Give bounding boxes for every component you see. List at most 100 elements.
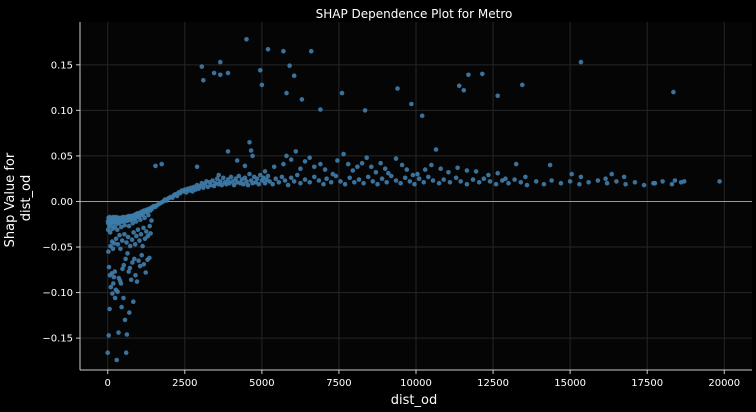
scatter-point-403 (422, 167, 428, 172)
scatter-point-302 (312, 174, 317, 180)
scatter-point-61 (134, 233, 139, 239)
scatter-point-365 (194, 164, 200, 170)
scatter-point-385 (330, 171, 336, 177)
scatter-point-345 (533, 179, 539, 184)
x-tick-label-0: 0 (105, 378, 111, 389)
scatter-point-326 (421, 180, 427, 185)
scatter-point-252 (210, 178, 215, 183)
x-axis-ticks: 0 2500 5000 7500 10000 12500 15000 17500 20000 (105, 370, 740, 389)
scatter-point-301 (307, 180, 313, 185)
scatter-point-304 (321, 181, 326, 187)
scatter-point-4 (111, 281, 116, 286)
scatter-point-58 (129, 237, 135, 242)
scatter-point-93 (138, 217, 143, 222)
scatter-point-397 (386, 170, 391, 176)
scatter-point-374 (271, 164, 277, 170)
scatter-point-305 (324, 176, 329, 181)
scatter-point-406 (438, 166, 444, 171)
scatter-point-14 (131, 299, 136, 305)
scatter-point-353 (604, 180, 610, 186)
scatter-point-12 (124, 332, 130, 337)
y-tick-label-0: −0.15 (42, 334, 73, 345)
scatter-point-298 (295, 172, 300, 178)
y-tick-label-5: 0.10 (51, 106, 73, 117)
scatter-point-324 (412, 181, 417, 187)
scatter-point-28 (123, 256, 128, 262)
y-tick-label-3: 0.00 (51, 197, 73, 208)
scatter-point-452 (520, 82, 525, 88)
scatter-point-341 (506, 180, 511, 186)
scatter-point-369 (242, 163, 248, 169)
scatter-point-444 (395, 86, 400, 91)
scatter-point-34 (132, 256, 137, 262)
scatter-point-346 (541, 181, 547, 187)
scatter-point-320 (393, 178, 399, 183)
scatter-point-438 (291, 73, 297, 78)
scatter-point-51 (117, 232, 122, 238)
scatter-point-328 (430, 178, 436, 183)
scatter-point-407 (446, 170, 451, 175)
scatter-point-347 (549, 178, 554, 183)
scatter-point-309 (342, 181, 348, 187)
scatter-point-54 (122, 232, 127, 237)
scatter-point-335 (470, 177, 476, 182)
x-tick-label-3: 7500 (326, 378, 351, 389)
scatter-point-420 (609, 171, 614, 177)
scatter-point-342 (512, 177, 517, 182)
scatter-point-311 (352, 180, 357, 185)
scatter-point-409 (464, 168, 470, 173)
scatter-point-33 (130, 260, 135, 265)
scatter-point-89 (130, 221, 135, 226)
scatter-point-47 (110, 246, 116, 252)
scatter-point-299 (298, 180, 303, 186)
scatter-point-6 (114, 357, 119, 363)
scatter-point-319 (389, 173, 394, 179)
scatter-point-362 (717, 179, 722, 184)
scatter-point-308 (338, 179, 343, 184)
scatter-point-333 (458, 179, 464, 184)
scatter-point-265 (230, 179, 235, 184)
scatter-point-356 (632, 180, 638, 185)
scatter-point-281 (254, 176, 260, 181)
scatter-point-350 (577, 181, 582, 187)
scatter-point-416 (547, 162, 553, 168)
scatter-point-53 (119, 238, 125, 243)
scatter-point-274 (244, 179, 249, 184)
scatter-point-436 (284, 90, 289, 96)
scatter-point-394 (373, 170, 379, 175)
scatter-point-330 (441, 177, 447, 182)
scatter-point-52 (118, 246, 123, 252)
scatter-point-355 (623, 181, 628, 187)
chart-title: SHAP Dependence Plot for Metro (316, 7, 513, 21)
scatter-point-422 (652, 180, 658, 186)
scatter-point-15 (106, 264, 112, 270)
scatter-point-386 (335, 158, 340, 163)
scatter-point-273 (242, 175, 248, 181)
scatter-point-434 (265, 47, 271, 52)
scatter-point-10 (122, 317, 128, 323)
scatter-point-432 (258, 68, 263, 73)
y-axis-label-line-1: Shap Value for (3, 152, 18, 247)
x-tick-label-5: 12500 (477, 378, 509, 389)
scatter-point-27 (121, 262, 127, 268)
scatter-point-255 (214, 176, 220, 181)
scatter-point-32 (128, 277, 134, 283)
scatter-point-398 (393, 156, 399, 161)
x-tick-label-7: 17500 (631, 378, 663, 389)
scatter-point-451 (495, 93, 501, 99)
scatter-point-449 (466, 72, 471, 78)
scatter-point-425 (199, 64, 205, 69)
scatter-point-295 (285, 182, 291, 188)
scatter-point-388 (345, 161, 351, 167)
scatter-point-325 (416, 176, 422, 181)
scatter-point-433 (259, 82, 265, 88)
scatter-point-49 (113, 236, 119, 242)
scatter-point-62 (135, 227, 141, 232)
scatter-point-1 (106, 333, 111, 338)
scatter-point-413 (503, 176, 508, 181)
scatter-point-2 (107, 306, 112, 312)
scatter-point-435 (281, 48, 286, 54)
y-tick-label-4: 0.05 (51, 151, 73, 162)
scatter-point-418 (578, 174, 584, 180)
scatter-point-264 (228, 174, 234, 180)
